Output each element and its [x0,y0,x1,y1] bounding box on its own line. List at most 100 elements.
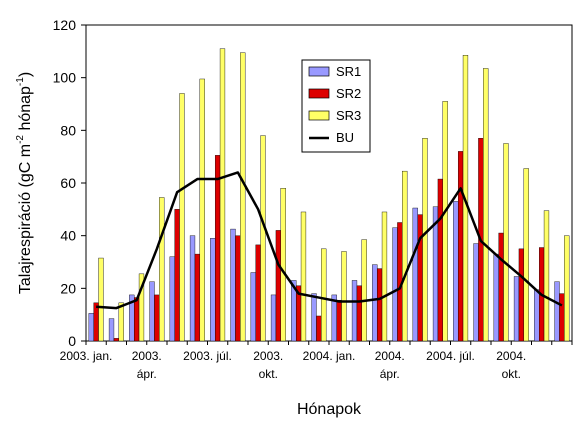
y-tick-label-40: 40 [60,228,76,244]
y-title-sup1: -2 [15,135,26,144]
bar-sr3-2004-01 [341,251,347,342]
bar-sr1-2003-05 [169,256,175,342]
bar-sr3-2004-09 [503,143,509,342]
bar-sr3-2003-06 [199,78,205,342]
bar-sr3-2004-05 [422,138,428,342]
bar-sr1-2003-10 [270,294,277,342]
y-tick-label-0: 0 [68,333,76,349]
bar-sr1-2003-01 [88,313,94,342]
y-tick-label-120: 120 [53,17,77,33]
bar-sr3-2004-12 [564,235,570,342]
legend-swatch-sr1 [308,66,330,77]
bar-sr3-2004-03 [381,211,388,342]
y-axis-title: Talajrespiráció (gC m-2 hónap-1) [15,72,34,294]
x-tick-label: 2004. [375,349,405,363]
y-tick-label-100: 100 [53,70,77,86]
bar-sr2-2003-08 [235,235,241,342]
y-title-end: ) [17,72,34,77]
bar-sr3-2004-06 [442,101,448,342]
bar-sr2-2003-01 [93,302,99,342]
x-tick-label: 2003. júl. [183,349,232,363]
bar-sr3-2003-01 [98,257,104,342]
bar-sr1-2003-07 [210,238,216,342]
bar-sr2-2004-07 [457,151,464,342]
bar-sr3-2003-05 [179,93,185,342]
bar-sr1-2004-04 [392,227,398,342]
bar-sr3-2003-11 [300,211,307,342]
bar-sr1-2004-05 [412,207,418,342]
bar-sr2-2004-10 [518,248,525,342]
bar-sr2-2003-05 [174,209,180,342]
legend-label-sr1: SR1 [336,64,361,79]
y-axis: 0 20 40 60 80 100 120 [53,17,86,349]
bar-sr2-2004-02 [356,285,363,342]
bar-sr1-2003-09 [250,272,256,342]
bar-sr1-2003-06 [189,235,196,342]
y-title-mid: hónap [17,86,34,135]
bar-sr2-2004-06 [437,178,444,342]
bar-sr3-2003-09 [260,135,266,342]
x-axis-title: Hónapok [297,401,362,418]
bar-sr2-2003-07 [214,155,221,342]
bar-sr3-2003-03 [138,273,145,342]
bar-sr3-2004-04 [402,170,408,342]
bar-sr2-2004-03 [376,268,383,342]
bar-sr3-2004-02 [361,239,367,342]
bar-group [88,48,570,342]
bar-sr2-2004-12 [559,293,565,342]
bar-sr1-2004-09 [493,253,499,342]
bar-sr2-2003-04 [154,294,160,342]
y-title-sup2: -1 [15,77,26,86]
x-axis: 2003. jan. 2003. ápr. 2003. júl. 2003. okt. 20… [60,341,573,381]
legend-label-sr2: SR2 [336,86,361,101]
bar-sr3-2003-02 [118,302,124,342]
x-tick-label: 2003. [253,349,283,363]
bar-sr3-2003-10 [280,188,286,342]
legend-label-sr3: SR3 [336,108,361,123]
x-tick-label: 2004. jan. [303,349,356,363]
bar-sr1-2004-11 [534,289,540,342]
legend-swatch-sr3 [308,110,330,121]
bar-sr2-2004-05 [417,214,423,342]
bar-sr3-2003-12 [321,248,327,342]
y-tick-label-80: 80 [60,122,76,138]
bar-sr3-2004-10 [523,168,529,342]
x-tick-label: 2003. jan. [60,349,113,363]
x-tick-label: 2004. [496,349,526,363]
bar-sr1-2004-08 [473,243,479,342]
bar-sr1-2004-10 [513,276,520,342]
bar-sr1-2004-06 [432,206,439,342]
bar-sr1-2004-07 [453,201,459,342]
bar-sr2-2003-06 [194,253,201,342]
x-tick-label: okt. [259,367,278,381]
bar-sr1-2003-08 [230,228,236,342]
legend-swatch-sr2 [308,88,330,99]
line-group [96,171,563,310]
x-tick-label: 2004. júl. [426,349,475,363]
x-tick-label: ápr. [137,367,157,381]
y-tick-label-20: 20 [60,280,76,296]
y-tick-label-60: 60 [60,175,76,191]
bar-sr1-2004-03 [372,264,378,342]
bar-sr1-2003-12 [311,293,317,342]
bar-sr2-2003-12 [316,315,322,342]
x-tick-label: okt. [502,367,521,381]
legend: SR1 SR2 SR3 BU [301,59,371,153]
bar-sr1-2003-02 [108,318,115,342]
bar-sr2-2003-03 [133,297,140,342]
bar-sr3-2003-04 [159,197,165,342]
bar-sr2-2003-10 [275,230,282,342]
legend-label-bu: BU [336,130,354,145]
line-bu [96,171,563,310]
bar-sr3-2003-08 [240,52,246,342]
x-tick-label: ápr. [380,367,400,381]
bar-sr3-2003-07 [219,48,226,342]
bar-sr1-2004-12 [554,281,560,342]
bar-sr1-2004-02 [351,280,358,342]
bar-sr2-2004-01 [336,299,342,342]
bar-sr3-2004-08 [483,68,489,342]
y-title-main: Talajrespiráció (gC m [17,144,34,294]
bar-sr2-2003-09 [255,244,261,342]
bar-sr2-2003-02 [113,338,120,342]
